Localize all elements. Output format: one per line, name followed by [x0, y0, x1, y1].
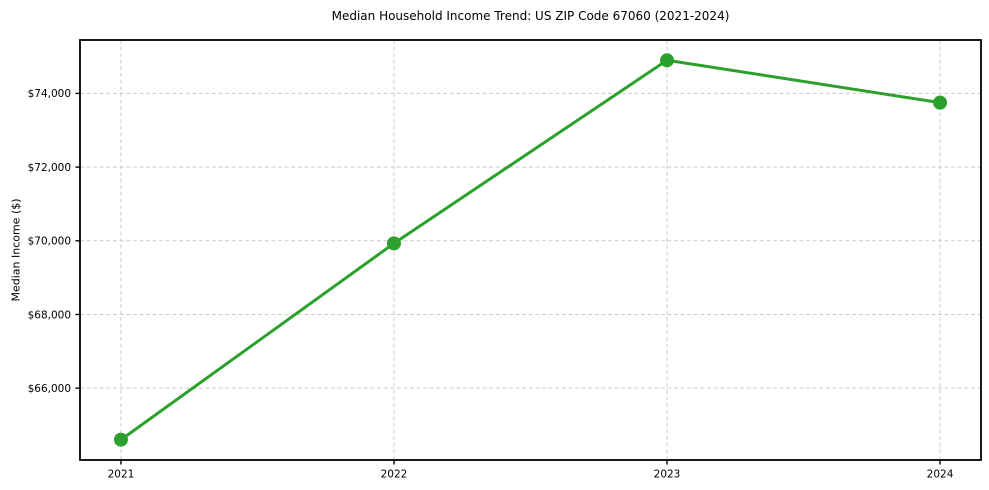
chart-title: Median Household Income Trend: US ZIP Co… [331, 9, 730, 23]
y-tick-label: $72,000 [28, 162, 71, 174]
y-tick-label: $66,000 [28, 383, 71, 395]
y-tick-label: $70,000 [28, 236, 71, 248]
x-tick-label: 2023 [654, 469, 681, 481]
data-point [933, 95, 948, 110]
x-tick-label: 2022 [381, 469, 408, 481]
x-tick-label: 2021 [108, 469, 135, 481]
x-tick-label: 2024 [927, 469, 954, 481]
y-tick-label: $74,000 [28, 88, 71, 100]
data-point [386, 236, 401, 251]
axes-spines [79, 39, 982, 461]
y-tick-label: $68,000 [28, 309, 71, 321]
trend-line [119, 58, 942, 442]
data-point [660, 53, 675, 68]
data-point [113, 432, 128, 447]
